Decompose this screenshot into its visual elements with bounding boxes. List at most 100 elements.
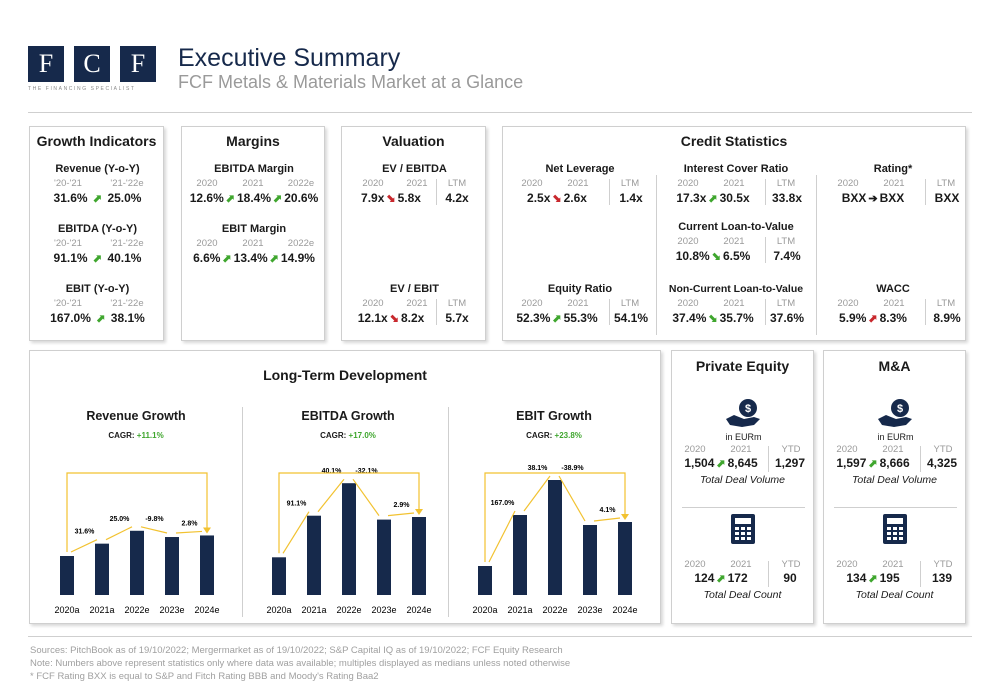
period-label: '21-'22e	[110, 178, 144, 189]
deal-caption: Total Deal Volume	[851, 474, 938, 486]
value: 40.1%	[107, 251, 142, 265]
value: 25.0%	[107, 191, 142, 205]
trend-arrow-icon: ⬈	[716, 458, 726, 470]
trend-arrow-icon: ⬊	[389, 313, 399, 325]
cagr-prefix: CAGR:	[320, 431, 347, 440]
value-divider	[925, 179, 926, 205]
x-tick-label: 2021a	[507, 605, 532, 615]
year-label: 2020	[521, 178, 543, 189]
cagr-bracket	[278, 472, 420, 554]
value-divider	[609, 299, 610, 325]
bar	[200, 535, 214, 595]
metric-label: EV / EBIT	[390, 283, 439, 295]
panel-title: Private Equity	[695, 358, 790, 374]
deal-caption: Total Deal Count	[855, 589, 934, 601]
metric-values: 5.9% ⬈ 8.3%	[821, 311, 925, 325]
logo-letter: F	[120, 46, 156, 82]
year-label: 2022e	[287, 238, 315, 249]
value-divider	[920, 561, 921, 587]
x-tick-label: 2020a	[54, 605, 79, 615]
value: 12.6%	[189, 191, 224, 205]
deal-values: 1,504 ⬈ 8,645	[674, 456, 768, 470]
footer-rating-note: * FCF Rating BXX is equal to S&P and Fit…	[30, 671, 379, 682]
footer-sources: Sources: PitchBook as of 19/10/2022; Mer…	[30, 645, 563, 656]
cagr-bracket	[484, 472, 626, 562]
growth-connector	[140, 526, 168, 534]
logo-letter: F	[28, 46, 64, 82]
year-label: 2020	[362, 178, 384, 189]
year-label: 2021	[567, 298, 589, 309]
logo-letter: C	[74, 46, 110, 82]
value: 8,645	[727, 456, 758, 470]
year-label: LTM	[776, 178, 796, 189]
page-subtitle: FCF Metals & Materials Market at a Glanc…	[178, 72, 524, 92]
chart-divider	[242, 407, 243, 617]
value: 37.4%	[672, 311, 707, 325]
year-label: 2020	[362, 298, 384, 309]
growth-data-label: -32.1%	[355, 468, 378, 475]
growth-connector	[488, 510, 516, 563]
bar	[60, 556, 74, 595]
metric-values: 12.6% ⬈ 18.4% ⬈ 20.6%	[182, 191, 326, 205]
value: 8.2x	[400, 311, 425, 325]
deal-values: 124 ⬈ 172	[674, 571, 768, 585]
svg-text:$: $	[745, 403, 751, 415]
growth-connector	[387, 512, 415, 517]
value: 14.9%	[280, 251, 315, 265]
unit-label: in EURm	[877, 432, 914, 442]
value: 6.5%	[722, 249, 751, 263]
value-ltm: 54.1%	[613, 311, 649, 325]
growth-connector	[523, 475, 551, 512]
trend-arrow-icon: ⬈	[708, 193, 718, 205]
year-label: 2020	[677, 298, 699, 309]
year-label: YTD	[933, 444, 953, 455]
growth-connector	[593, 517, 621, 522]
value-ltm: 8.9%	[933, 311, 961, 325]
year-label: 2020	[196, 178, 218, 189]
value-divider	[765, 237, 766, 263]
metric-label: Rating*	[873, 163, 913, 175]
year-label: 2020	[677, 236, 699, 247]
value-divider	[765, 179, 766, 205]
trend-arrow-icon: ⬈	[96, 313, 106, 325]
cagr-value: +17.0%	[348, 431, 376, 440]
value: 6.6%	[193, 251, 221, 265]
value: 2.5x	[527, 191, 551, 205]
bar	[130, 530, 144, 595]
metric-values: 10.8% ⬊ 6.5%	[661, 249, 765, 263]
ma-panel: M&A $ in EURm 2020 2021 YTD 1,597 ⬈ 8,666 4,325 T…	[823, 350, 966, 624]
year-label: 2021	[567, 178, 589, 189]
value: 91.1%	[53, 251, 88, 265]
growth-connector	[105, 526, 133, 541]
cagr-arrowhead	[415, 509, 423, 515]
value-divider	[768, 561, 769, 587]
chart-title: Revenue Growth	[86, 409, 186, 423]
year-label: 2021	[406, 178, 428, 189]
value: 5.9%	[839, 311, 867, 325]
metric-label: EBIT (Y-o-Y)	[65, 283, 130, 295]
year-label: LTM	[776, 236, 796, 247]
x-tick-label: 2024e	[406, 605, 431, 615]
bar-chart: 2020a 2021a 2022e 2023e 2024e 31.6% 25.0% -9.8%…	[54, 472, 220, 615]
bar	[272, 557, 286, 595]
year-label: LTM	[447, 178, 467, 189]
year-label: LTM	[776, 298, 796, 309]
trend-arrow-icon: ⬈	[225, 193, 235, 205]
growth-connector	[282, 511, 310, 554]
value-ytd: 1,297	[774, 456, 806, 470]
cagr-bracket	[66, 472, 208, 552]
panel-title: Growth Indicators	[36, 133, 157, 149]
metric-values: 2.5x ⬊ 2.6x	[505, 191, 609, 205]
value: 55.3%	[563, 311, 598, 325]
value-ltm: 33.8x	[771, 191, 803, 205]
year-label: 2020	[684, 444, 706, 455]
value: 13.4%	[233, 251, 268, 265]
trend-arrow-icon: ⬈	[868, 313, 878, 325]
growth-connector	[317, 478, 345, 513]
value: 10.8%	[675, 249, 710, 263]
cagr-label: CAGR: +11.1%	[30, 431, 242, 440]
cagr-value: +11.1%	[136, 431, 164, 440]
cagr-prefix: CAGR:	[108, 431, 135, 440]
metric-label: EBITDA (Y-o-Y)	[57, 223, 138, 235]
trend-arrow-icon: ⬊	[708, 313, 718, 325]
